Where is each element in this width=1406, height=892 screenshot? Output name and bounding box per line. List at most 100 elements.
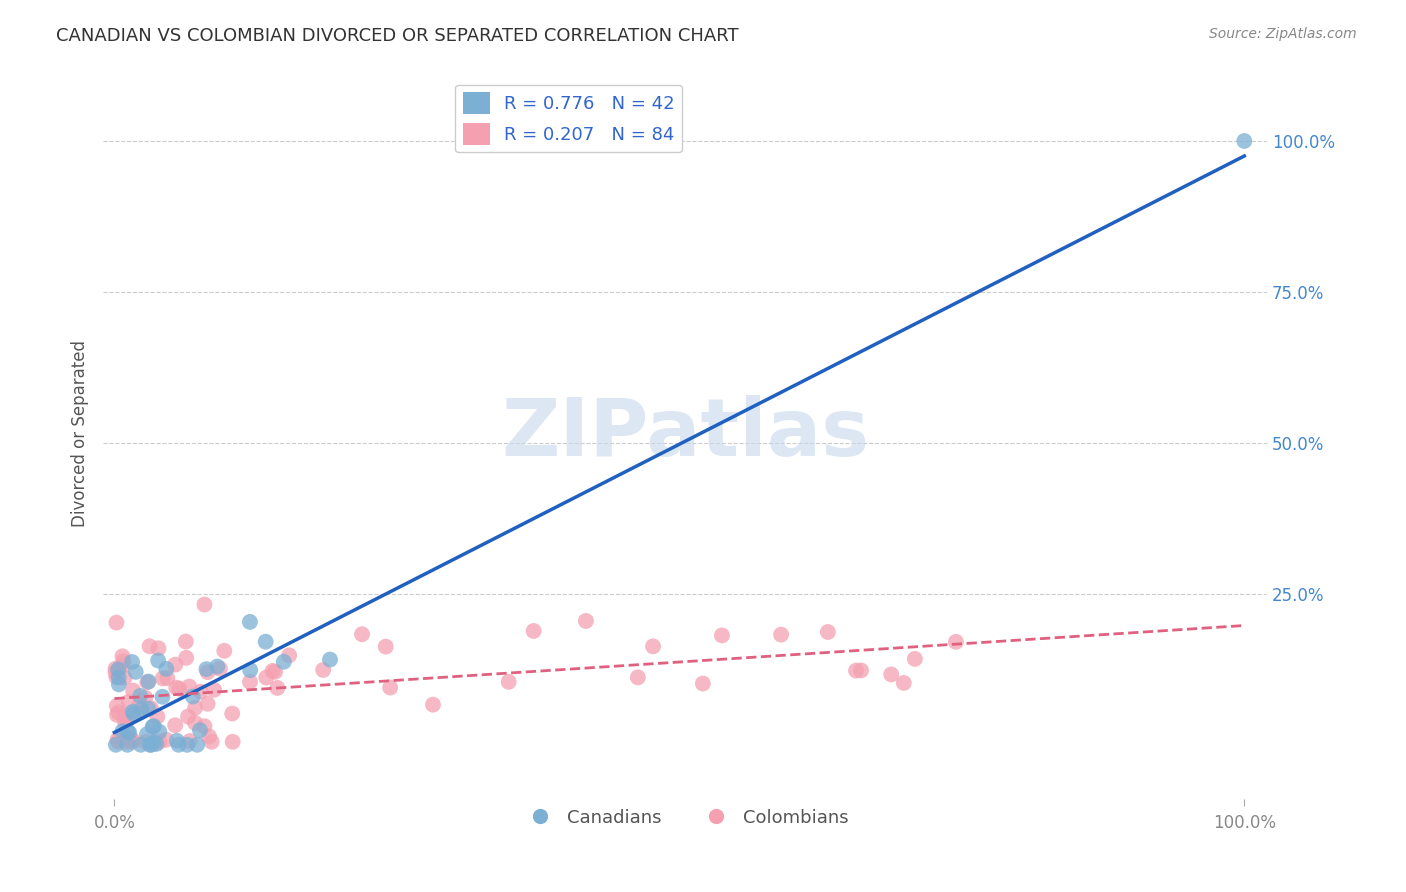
Point [121, 655, 143, 669]
Point [134, 690, 156, 705]
Point [239, 663, 262, 677]
Point [112, 654, 135, 668]
Point [152, 690, 174, 704]
Point [193, 719, 215, 733]
Point [174, 650, 197, 665]
Point [152, 672, 174, 686]
Point [319, 652, 342, 666]
Point [105, 707, 128, 722]
Point [904, 652, 927, 666]
Point [945, 635, 967, 649]
Point [197, 697, 219, 711]
Point [111, 724, 134, 739]
Point [145, 737, 167, 751]
Point [135, 735, 157, 749]
Point [108, 677, 131, 691]
Point [121, 733, 143, 747]
Point [136, 675, 159, 690]
Point [128, 706, 150, 720]
Point [107, 732, 129, 747]
Point [1233, 134, 1256, 148]
Point [221, 706, 243, 721]
Point [264, 665, 287, 679]
Point [201, 735, 224, 749]
Point [221, 735, 243, 749]
Point [122, 706, 145, 721]
Point [104, 665, 127, 680]
Point [165, 681, 187, 695]
Point [107, 706, 129, 720]
Text: CANADIAN VS COLOMBIAN DIVORCED OR SEPARATED CORRELATION CHART: CANADIAN VS COLOMBIAN DIVORCED OR SEPARA… [56, 27, 740, 45]
Point [239, 674, 262, 689]
Point [214, 644, 236, 658]
Point [131, 702, 153, 716]
Point [186, 738, 208, 752]
Point [422, 698, 444, 712]
Point [893, 676, 915, 690]
Point [122, 683, 145, 698]
Point [142, 720, 165, 734]
Point [148, 735, 170, 749]
Point [181, 690, 204, 704]
Point [205, 659, 228, 673]
Point [115, 714, 138, 728]
Point [142, 735, 165, 749]
Point [177, 709, 200, 723]
Point [254, 634, 277, 648]
Point [193, 598, 215, 612]
Point [198, 730, 221, 744]
Point [166, 733, 188, 747]
Point [155, 662, 177, 676]
Point [374, 640, 396, 654]
Point [190, 684, 212, 698]
Point [136, 727, 159, 741]
Point [139, 738, 162, 752]
Point [138, 702, 160, 716]
Point [117, 724, 139, 739]
Point [770, 627, 793, 641]
Point [128, 698, 150, 712]
Point [148, 724, 170, 739]
Point [208, 662, 231, 676]
Point [114, 671, 136, 685]
Point [312, 663, 335, 677]
Point [114, 714, 136, 729]
Point [165, 657, 187, 672]
Point [845, 664, 868, 678]
Legend: Canadians, Colombians: Canadians, Colombians [515, 802, 855, 834]
Point [262, 664, 284, 678]
Point [692, 676, 714, 690]
Point [146, 709, 169, 723]
Text: Source: ZipAtlas.com: Source: ZipAtlas.com [1209, 27, 1357, 41]
Point [350, 627, 373, 641]
Point [380, 681, 402, 695]
Point [114, 708, 136, 723]
Point [169, 681, 191, 696]
Point [129, 738, 152, 752]
Point [105, 670, 128, 684]
Y-axis label: Divorced or Separated: Divorced or Separated [72, 341, 89, 527]
Point [184, 700, 207, 714]
Point [817, 625, 839, 640]
Point [121, 735, 143, 749]
Point [105, 698, 128, 713]
Point [641, 640, 664, 654]
Point [118, 731, 141, 746]
Point [111, 659, 134, 673]
Point [179, 680, 201, 694]
Point [138, 640, 160, 654]
Point [278, 648, 301, 663]
Point [880, 667, 903, 681]
Point [179, 734, 201, 748]
Point [156, 671, 179, 685]
Point [627, 670, 650, 684]
Point [575, 614, 598, 628]
Point [197, 665, 219, 680]
Point [118, 695, 141, 709]
Point [849, 664, 872, 678]
Point [498, 674, 520, 689]
Point [184, 715, 207, 730]
Point [148, 641, 170, 656]
Point [107, 735, 129, 749]
Point [139, 701, 162, 715]
